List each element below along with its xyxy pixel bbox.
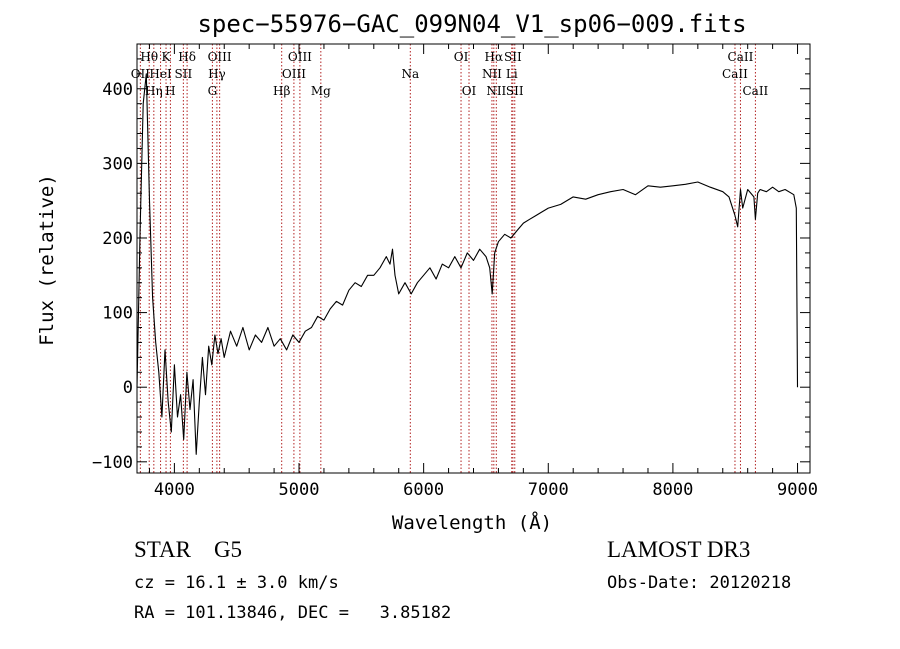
x-tick-label-2: 6000 <box>403 480 444 500</box>
x-axis-label: Wavelength (Å) <box>392 511 552 534</box>
line-label-5: HeI <box>149 67 172 81</box>
obs-date-label: Obs-Date: 20120218 <box>607 573 792 593</box>
line-label-14: Mg <box>311 84 331 98</box>
line-label-9: Hγ <box>208 67 226 81</box>
y-axis-label: Flux (relative) <box>36 174 58 346</box>
y-tick-label-2: 100 <box>102 304 133 324</box>
line-label-26: CaII <box>742 84 768 98</box>
x-tick-label-3: 7000 <box>528 480 569 500</box>
line-label-4: H <box>165 84 175 98</box>
y-tick-label-0: −100 <box>92 453 133 473</box>
line-label-3: K <box>162 50 172 64</box>
line-label-21: Li <box>506 67 518 81</box>
axes-layer: 4000 5000 6000 7000 8000 9000 −100 0 100 200 300 40… <box>92 43 818 500</box>
line-label-15: Na <box>401 67 419 81</box>
emission-line-markers <box>139 44 756 473</box>
line-label-2: Hη <box>145 84 163 98</box>
x-tick-label-1: 5000 <box>279 480 320 500</box>
y-tick-label-5: 400 <box>102 80 133 100</box>
line-label-12: OIII <box>282 67 306 81</box>
line-label-18: NII <box>482 67 502 81</box>
x-tick-label-0: 4000 <box>154 480 195 500</box>
line-label-17: OI <box>462 84 477 98</box>
series-spectrum <box>136 73 799 455</box>
object-class-label: STAR G5 <box>134 537 243 562</box>
x-tick-label-5: 9000 <box>777 480 818 500</box>
y-tick-label-3: 200 <box>102 229 133 249</box>
series-layer <box>136 73 799 455</box>
line-label-25: CaII <box>728 50 754 64</box>
line-label-24: CaII <box>722 67 748 81</box>
plot-frame <box>136 43 811 474</box>
y-tick-label-4: 300 <box>102 154 133 174</box>
line-label-1: Hθ <box>140 50 158 64</box>
line-label-16: OI <box>454 50 469 64</box>
line-label-8: G <box>208 84 218 98</box>
line-label-23: SII <box>506 84 524 98</box>
x-tick-label-4: 8000 <box>652 480 693 500</box>
survey-label: LAMOST DR3 <box>607 537 751 562</box>
y-tick-label-1: 0 <box>123 378 133 398</box>
line-label-20: NII <box>486 84 506 98</box>
line-label-6: SII <box>175 67 193 81</box>
line-label-11: Hβ <box>273 84 290 98</box>
line-label-13: OIII <box>288 50 312 64</box>
chart-title: spec−55976−GAC_099N04_V1_sp06−009.fits <box>197 10 746 38</box>
line-label-10: OIII <box>208 50 232 64</box>
line-label-22: SII <box>504 50 522 64</box>
line-label-7: Hδ <box>178 50 196 64</box>
redshift-label: cz = 16.1 ± 3.0 km/s <box>134 573 339 593</box>
line-label-19: Hα <box>485 50 504 64</box>
coordinates-label: RA = 101.13846, DEC = 3.85182 <box>134 603 452 623</box>
